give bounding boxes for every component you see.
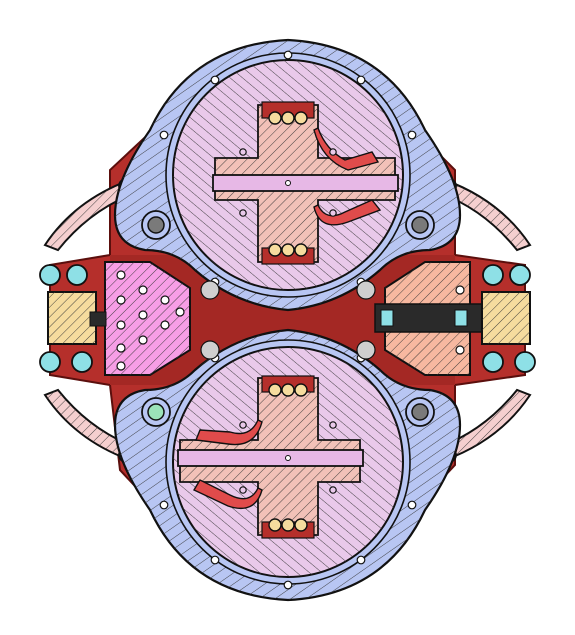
drawing-shape: [159, 500, 169, 510]
drawing-shape: [89, 311, 107, 327]
drawing-shape: [455, 345, 465, 355]
lower-left-pin: [147, 403, 165, 421]
drawing-shape: [268, 383, 282, 397]
drawing-shape: [116, 343, 126, 353]
left-end-cap: [39, 264, 107, 373]
upper-coil-turns: [268, 111, 308, 257]
drawing-shape: [200, 340, 220, 360]
upper-mechanism: [113, 38, 462, 312]
drawing-shape: [116, 320, 126, 330]
upper-slider-bar: [212, 174, 399, 192]
left-block-holes: [116, 270, 185, 371]
upper-right-pin: [411, 216, 429, 234]
drawing-shape: [281, 243, 295, 257]
drawing-shape: [283, 580, 293, 590]
screw-icon: [514, 351, 536, 373]
drawing-shape: [281, 383, 295, 397]
center-posts: [200, 280, 376, 360]
drawing-shape: [356, 340, 376, 360]
drawing-shape: [285, 180, 291, 186]
drawing-shape: [294, 243, 308, 257]
drawing-shape: [175, 307, 185, 317]
drawing-shape: [200, 280, 220, 300]
upper-bolt-holes: [159, 50, 417, 287]
screw-icon: [39, 264, 61, 286]
drawing-shape: [294, 518, 308, 532]
drawing-shape: [294, 111, 308, 125]
screw-icon: [39, 351, 61, 373]
drawing-shape: [283, 50, 293, 60]
drawing-shape: [105, 262, 190, 375]
drawing-shape: [268, 111, 282, 125]
drawing-shape: [455, 285, 465, 295]
left-side-block: [104, 261, 191, 376]
upper-contact-spring: [313, 127, 380, 171]
drawing-shape: [138, 335, 148, 345]
drawing-shape: [116, 295, 126, 305]
right-end-cap: [481, 264, 536, 373]
drawing-shape: [482, 292, 530, 344]
screw-icon: [71, 351, 93, 373]
upper-left-pin: [147, 216, 165, 234]
drawing-shape: [116, 361, 126, 371]
lower-contact-spring: [195, 419, 263, 446]
drawing-shape: [239, 421, 247, 429]
drawing-shape: [45, 390, 135, 460]
screw-icon: [66, 264, 88, 286]
drawing-shape: [407, 500, 417, 510]
upper-contact-spring: [313, 199, 382, 226]
drawing-shape: [356, 75, 366, 85]
screw-icon: [509, 264, 531, 286]
drawing-shape: [48, 292, 96, 344]
screw-icon: [482, 351, 504, 373]
lower-mechanism: [113, 328, 462, 602]
drawing-shape: [268, 243, 282, 257]
drawing-shape: [356, 555, 366, 565]
drawing-shape: [329, 421, 337, 429]
drawing-shape: [138, 285, 148, 295]
drawing-shape: [159, 130, 169, 140]
drawing-shape: [440, 180, 530, 250]
drawing-shape: [210, 555, 220, 565]
screw-icon: [482, 264, 504, 286]
drawing-shape: [281, 111, 295, 125]
drawing-shape: [138, 310, 148, 320]
lower-contact-spring: [193, 479, 263, 510]
drawing-shape: [329, 148, 337, 156]
drawing-shape: [294, 383, 308, 397]
drawing-shape: [239, 209, 247, 217]
drawing-shape: [285, 455, 291, 461]
lower-right-pin: [411, 403, 429, 421]
drawing-shape: [268, 518, 282, 532]
drawing-shape: [160, 295, 170, 305]
drawing-shape: [45, 180, 135, 250]
lower-coil-turns: [268, 383, 308, 532]
drawing-shape: [356, 280, 376, 300]
drawing-shape: [407, 130, 417, 140]
drawing-shape: [210, 75, 220, 85]
lower-slider-bar: [177, 449, 364, 467]
drawing-shape: [329, 486, 337, 494]
right-side-block: [374, 261, 486, 376]
drawing-shape: [281, 518, 295, 532]
drawing-shape: [239, 148, 247, 156]
drawing-shape: [380, 309, 394, 327]
drawing-shape: [160, 320, 170, 330]
drawing-shape: [329, 209, 337, 217]
drawing-shape: [116, 270, 126, 280]
drawing-shape: [440, 390, 530, 460]
drawing-shape: [454, 309, 468, 327]
drawing-shape: [239, 486, 247, 494]
